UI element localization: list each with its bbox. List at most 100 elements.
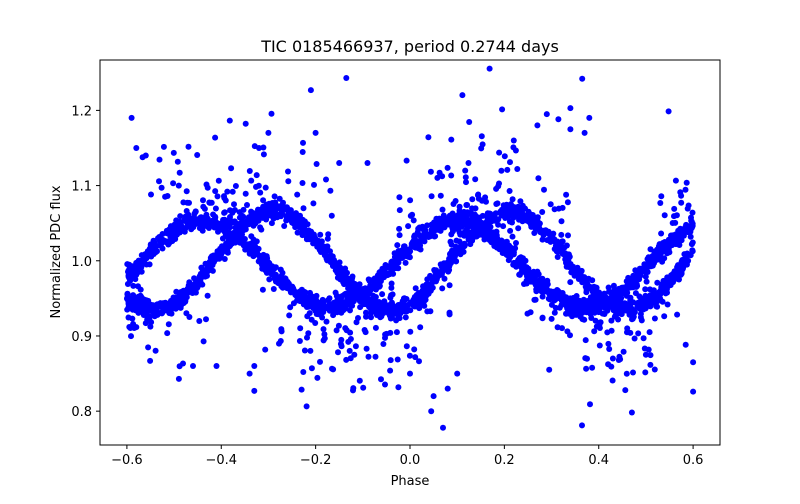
data-point bbox=[535, 175, 542, 182]
data-point bbox=[546, 366, 553, 373]
data-point bbox=[222, 197, 229, 204]
data-point bbox=[138, 264, 145, 271]
data-point bbox=[378, 376, 384, 383]
data-point bbox=[447, 238, 454, 245]
data-point bbox=[629, 315, 636, 322]
data-point bbox=[203, 181, 210, 188]
data-point bbox=[479, 212, 486, 219]
data-point bbox=[299, 149, 306, 155]
data-point bbox=[591, 328, 598, 335]
data-point bbox=[449, 210, 456, 217]
data-point bbox=[320, 326, 327, 333]
data-point bbox=[454, 223, 461, 230]
data-point bbox=[541, 186, 547, 193]
data-point bbox=[284, 207, 291, 214]
data-point bbox=[657, 200, 664, 206]
data-point bbox=[539, 293, 546, 300]
data-point bbox=[416, 358, 422, 365]
data-point bbox=[277, 338, 284, 344]
data-point bbox=[464, 209, 471, 216]
data-point bbox=[339, 304, 345, 311]
data-point bbox=[444, 260, 451, 267]
data-point bbox=[450, 201, 457, 207]
data-point bbox=[210, 211, 217, 218]
data-point bbox=[554, 324, 561, 331]
data-point bbox=[432, 269, 439, 275]
data-point bbox=[463, 179, 469, 186]
data-point bbox=[415, 245, 422, 252]
data-point bbox=[182, 213, 189, 220]
data-point bbox=[372, 324, 379, 331]
data-point bbox=[393, 329, 400, 336]
data-point bbox=[517, 198, 524, 205]
data-point bbox=[382, 381, 388, 388]
data-point bbox=[213, 255, 219, 261]
data-point bbox=[152, 244, 159, 251]
data-point bbox=[572, 266, 579, 273]
data-point bbox=[367, 284, 374, 291]
data-point bbox=[184, 199, 191, 206]
data-point bbox=[584, 280, 591, 287]
data-point bbox=[355, 315, 361, 321]
data-point bbox=[665, 108, 672, 115]
data-point bbox=[524, 216, 531, 223]
data-point bbox=[272, 199, 279, 206]
data-point bbox=[396, 232, 403, 239]
data-point bbox=[222, 226, 229, 233]
data-point bbox=[532, 296, 539, 303]
data-point bbox=[428, 221, 435, 228]
data-point bbox=[256, 207, 263, 214]
data-point bbox=[658, 284, 665, 291]
data-point bbox=[251, 363, 258, 369]
data-point bbox=[271, 265, 278, 272]
data-point bbox=[654, 279, 661, 286]
data-point bbox=[304, 313, 311, 320]
data-point bbox=[329, 263, 336, 269]
x-axis-label: Phase bbox=[391, 474, 430, 489]
data-point bbox=[379, 301, 386, 308]
data-point bbox=[215, 177, 222, 184]
data-point bbox=[427, 287, 434, 294]
data-point bbox=[473, 214, 480, 221]
data-point bbox=[555, 116, 562, 123]
data-point bbox=[209, 267, 216, 274]
data-point bbox=[247, 213, 254, 220]
data-point bbox=[678, 199, 685, 206]
data-point bbox=[199, 281, 206, 288]
data-point bbox=[439, 285, 446, 292]
data-point bbox=[170, 149, 177, 156]
data-point bbox=[546, 288, 552, 294]
data-point bbox=[351, 282, 358, 289]
data-point bbox=[257, 189, 264, 196]
data-point bbox=[642, 305, 649, 312]
data-point bbox=[630, 369, 636, 376]
data-point bbox=[405, 223, 412, 230]
data-point bbox=[212, 205, 219, 212]
data-point bbox=[253, 172, 260, 179]
data-point bbox=[638, 317, 645, 324]
data-point bbox=[407, 299, 414, 306]
data-point bbox=[616, 288, 623, 295]
data-point bbox=[584, 355, 590, 362]
data-point bbox=[601, 311, 608, 317]
data-point bbox=[683, 179, 690, 186]
data-point bbox=[622, 300, 629, 307]
data-point bbox=[661, 255, 668, 262]
data-point bbox=[360, 384, 367, 391]
data-point bbox=[259, 286, 266, 293]
data-point bbox=[507, 227, 514, 234]
data-point bbox=[504, 213, 511, 220]
data-point bbox=[199, 227, 206, 234]
data-point bbox=[383, 264, 390, 271]
data-point bbox=[595, 309, 602, 316]
data-point bbox=[440, 216, 447, 223]
data-point bbox=[124, 261, 131, 268]
data-point bbox=[609, 355, 616, 362]
data-point bbox=[682, 186, 689, 193]
data-point bbox=[396, 207, 403, 214]
data-point bbox=[456, 229, 463, 236]
data-point bbox=[658, 193, 665, 200]
data-point bbox=[300, 369, 307, 375]
data-point bbox=[672, 177, 679, 184]
data-point bbox=[194, 285, 201, 291]
